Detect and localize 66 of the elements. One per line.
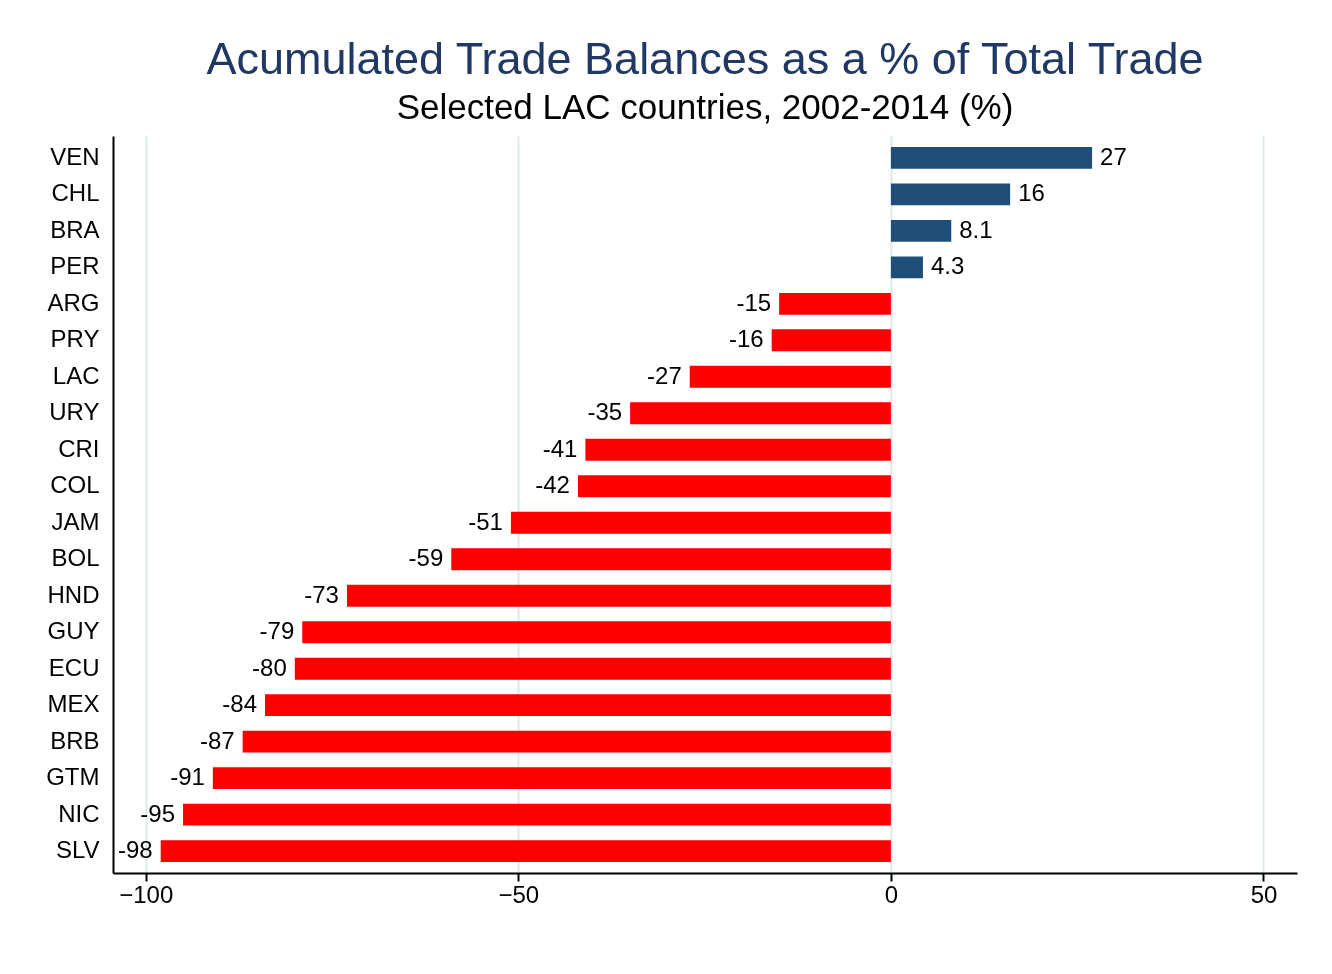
bar <box>294 657 891 680</box>
y-tick-label: BRA <box>50 215 100 243</box>
y-tick-label: SLV <box>55 836 100 864</box>
data-label: -73 <box>304 580 339 608</box>
y-tick-label: COL <box>50 471 100 499</box>
y-tick-label: ARG <box>47 288 100 316</box>
data-label: -27 <box>647 361 682 389</box>
data-label: -79 <box>259 617 295 645</box>
bar <box>890 256 923 279</box>
y-tick-label: MEX <box>47 690 100 718</box>
y-tick-label: NIC <box>58 799 100 827</box>
y-tick-label: JAM <box>51 507 100 535</box>
x-tick-label: −100 <box>119 880 174 908</box>
data-label: 4.3 <box>930 252 965 280</box>
y-tick-label: BRB <box>50 726 100 754</box>
data-label: -41 <box>542 434 578 462</box>
bar <box>160 840 891 863</box>
data-label: -59 <box>408 544 444 572</box>
data-label: -87 <box>199 726 235 754</box>
y-tick-label: GTM <box>46 763 100 791</box>
bar <box>265 694 891 717</box>
bar <box>302 621 891 644</box>
data-label: -91 <box>170 763 205 791</box>
bar <box>242 730 891 753</box>
bar <box>689 365 891 388</box>
x-tick-label: −50 <box>498 880 540 908</box>
bar <box>771 329 891 352</box>
data-label: -98 <box>118 836 153 864</box>
data-label: -42 <box>535 471 570 499</box>
chart-title: Acumulated Trade Balances as a % of Total Trade <box>206 33 1204 84</box>
y-tick-label: URY <box>49 398 100 426</box>
y-tick-label: GUY <box>47 617 100 645</box>
bar <box>346 584 891 607</box>
y-tick-label: BOL <box>51 544 100 572</box>
chart-subtitle: Selected LAC countries, 2002-2014 (%) <box>396 87 1014 126</box>
bar <box>212 767 891 790</box>
bar <box>890 146 1093 169</box>
data-label: 16 <box>1018 179 1045 207</box>
y-tick-label: ECU <box>48 653 100 681</box>
data-label: -95 <box>140 799 176 827</box>
data-label: -35 <box>587 398 623 426</box>
bar <box>183 803 891 826</box>
data-label: 8.1 <box>959 215 993 243</box>
bar <box>451 548 891 571</box>
y-tick-label: LAC <box>52 361 100 389</box>
y-tick-label: HND <box>47 580 100 608</box>
data-label: -84 <box>222 690 258 718</box>
y-tick-label: CHL <box>51 179 100 207</box>
x-tick-label: 0 <box>884 880 899 908</box>
bar <box>630 402 891 425</box>
y-tick-label: CRI <box>58 434 100 462</box>
y-tick-label: VEN <box>50 142 100 170</box>
bar <box>890 219 952 242</box>
y-tick-label: PER <box>50 252 100 280</box>
data-label: -51 <box>468 507 503 535</box>
bar <box>585 438 891 461</box>
bar <box>577 475 891 498</box>
data-label: 27 <box>1100 142 1127 170</box>
data-label: -15 <box>736 288 772 316</box>
y-tick-label: PRY <box>50 325 100 353</box>
bar <box>510 511 891 534</box>
bar <box>779 292 891 315</box>
bar <box>890 183 1011 206</box>
data-label: -16 <box>729 325 764 353</box>
x-tick-label: 50 <box>1250 880 1278 908</box>
data-label: -80 <box>252 653 287 681</box>
